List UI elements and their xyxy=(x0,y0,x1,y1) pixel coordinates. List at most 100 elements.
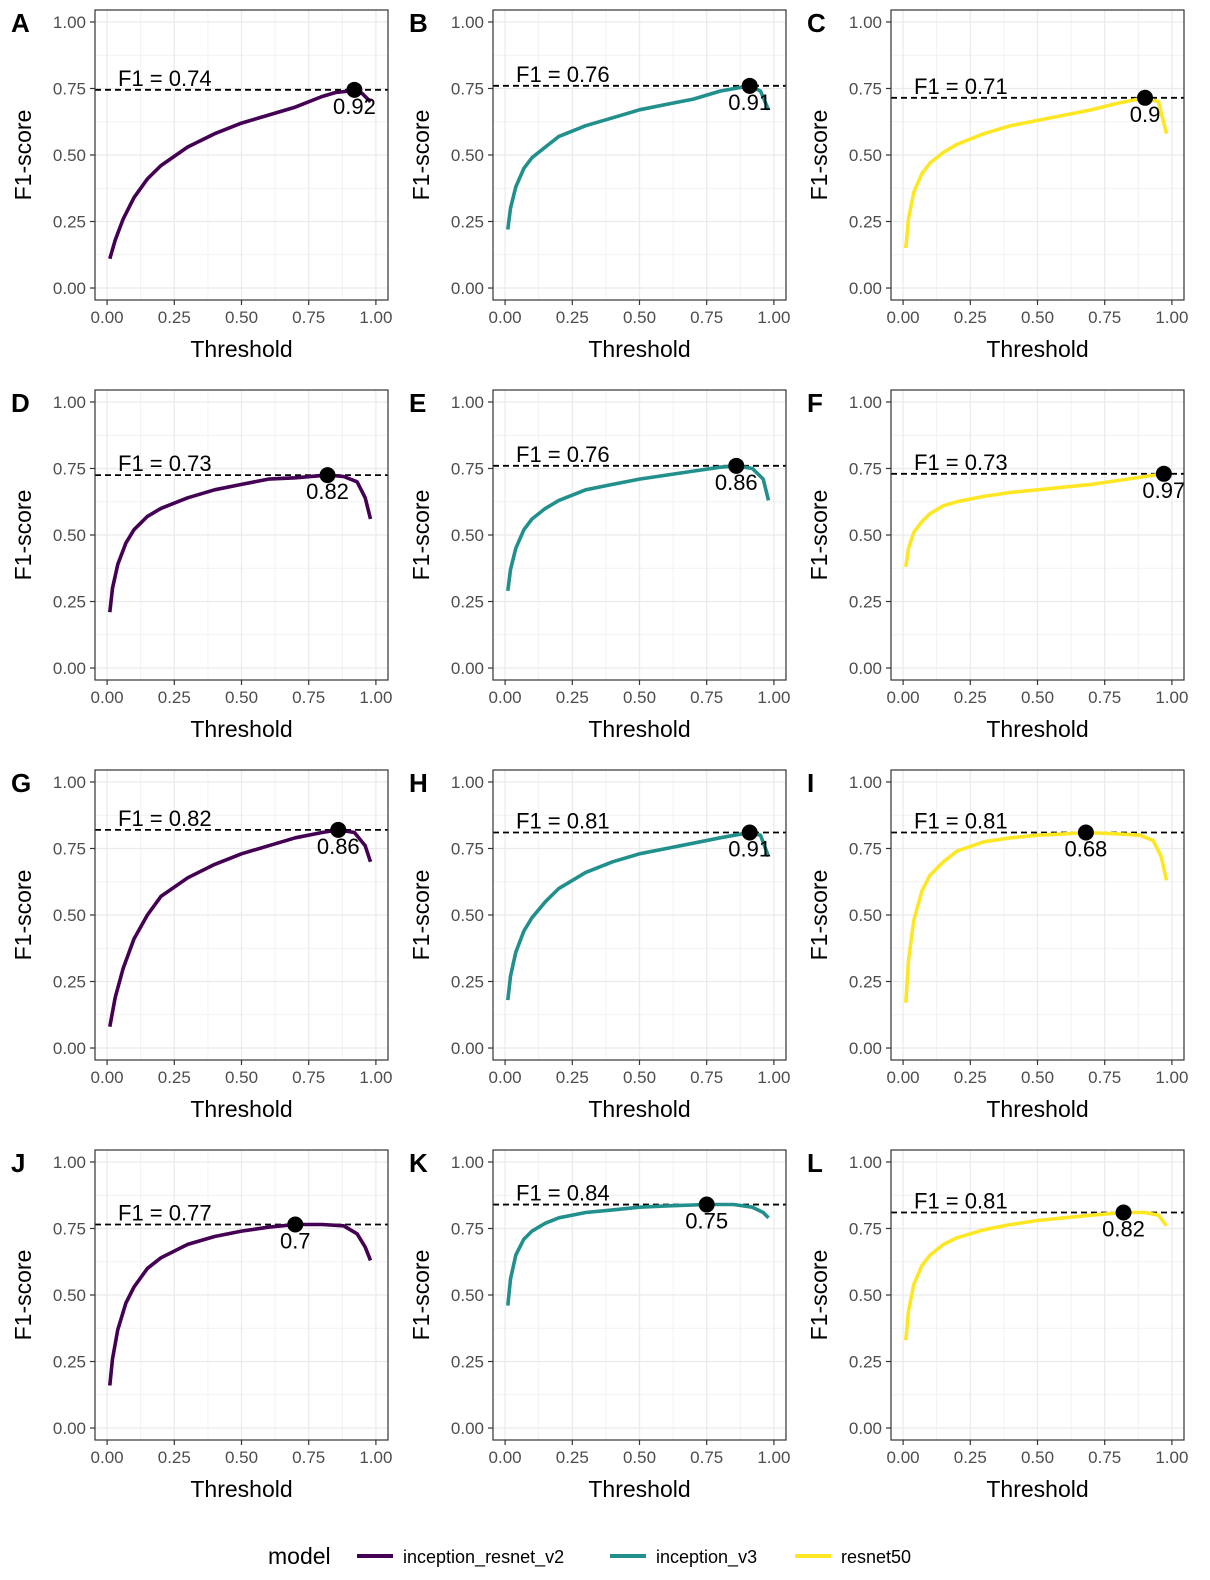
y-tick-label: 0.00 xyxy=(53,1419,86,1438)
threshold-annotation: 0.75 xyxy=(685,1209,728,1234)
x-tick-label: 0.25 xyxy=(954,1448,987,1467)
y-tick-label: 0.75 xyxy=(53,79,86,98)
x-tick-label: 1.00 xyxy=(757,308,790,327)
x-tick-label: 0.50 xyxy=(623,688,656,707)
panel-C: F1 = 0.71 0.9 0.00 0.25 0.50 0.75 1.00 0.00 0.25… xyxy=(806,8,1188,362)
x-axis-title: Threshold xyxy=(986,716,1088,742)
x-tick-label: 0.00 xyxy=(91,688,124,707)
x-tick-label: 0.75 xyxy=(690,308,723,327)
x-tick-label: 0.50 xyxy=(1021,688,1054,707)
x-tick-label: 1.00 xyxy=(1155,308,1188,327)
x-axis-title: Threshold xyxy=(986,1096,1088,1122)
x-tick-label: 1.00 xyxy=(1155,688,1188,707)
x-tick-label: 0.00 xyxy=(489,688,522,707)
best-threshold-point xyxy=(728,457,745,474)
y-tick-label: 1.00 xyxy=(451,773,484,792)
y-tick-label: 0.50 xyxy=(53,1286,86,1305)
legend-label-resnet50: resnet50 xyxy=(841,1547,911,1567)
best-threshold-point xyxy=(287,1216,304,1233)
x-axis-title: Threshold xyxy=(190,1096,292,1122)
y-tick-label: 0.50 xyxy=(849,526,882,545)
panel-B: F1 = 0.76 0.91 0.00 0.25 0.50 0.75 1.00 0.00 0.2… xyxy=(408,8,790,362)
y-tick-label: 1.00 xyxy=(849,773,882,792)
y-axis-title: F1-score xyxy=(10,490,36,581)
panel-F: F1 = 0.73 0.97 0.00 0.25 0.50 0.75 1.00 0.00 0.2… xyxy=(806,388,1188,742)
threshold-annotation: 0.9 xyxy=(1130,102,1161,127)
panel-tag-L: L xyxy=(807,1148,823,1178)
panel-H: F1 = 0.81 0.91 0.00 0.25 0.50 0.75 1.00 0.00 0.2… xyxy=(408,768,790,1122)
y-tick-label: 0.75 xyxy=(451,459,484,478)
panel-K: F1 = 0.84 0.75 0.00 0.25 0.50 0.75 1.00 0.00 0.2… xyxy=(408,1148,790,1502)
y-tick-label: 0.00 xyxy=(849,1039,882,1058)
best-threshold-point xyxy=(698,1196,715,1213)
x-tick-label: 0.50 xyxy=(225,308,258,327)
x-tick-label: 0.75 xyxy=(690,1068,723,1087)
f1-annotation: F1 = 0.73 xyxy=(118,451,212,476)
x-tick-label: 0.50 xyxy=(623,1448,656,1467)
best-threshold-point xyxy=(1115,1204,1132,1221)
f1-annotation: F1 = 0.82 xyxy=(118,806,212,831)
y-tick-label: 0.50 xyxy=(451,526,484,545)
best-threshold-point xyxy=(1077,824,1094,841)
panel-tag-H: H xyxy=(409,768,428,798)
panel-tag-J: J xyxy=(11,1148,25,1178)
y-tick-label: 0.25 xyxy=(451,213,484,232)
series-line-resnet50 xyxy=(904,830,1169,1003)
threshold-annotation: 0.91 xyxy=(728,837,771,862)
y-tick-label: 1.00 xyxy=(53,1153,86,1172)
panel-A: F1 = 0.74 0.92 0.00 0.25 0.50 0.75 1.00 0.00 0.2… xyxy=(10,8,392,362)
x-tick-label: 0.25 xyxy=(954,688,987,707)
y-tick-label: 0.75 xyxy=(849,459,882,478)
panel-tag-A: A xyxy=(11,8,30,38)
x-tick-label: 0.25 xyxy=(556,1068,589,1087)
x-tick-label: 1.00 xyxy=(359,308,392,327)
x-tick-label: 0.50 xyxy=(623,308,656,327)
panel-J: F1 = 0.77 0.7 0.00 0.25 0.50 0.75 1.00 0.00 0.25… xyxy=(10,1148,392,1502)
y-tick-label: 0.00 xyxy=(451,659,484,678)
series-line-inception_v3 xyxy=(506,830,771,1001)
y-tick-label: 0.75 xyxy=(849,839,882,858)
x-tick-label: 1.00 xyxy=(1155,1068,1188,1087)
x-tick-label: 0.25 xyxy=(158,1448,191,1467)
y-tick-label: 0.75 xyxy=(53,1219,86,1238)
y-tick-label: 0.75 xyxy=(53,839,86,858)
best-threshold-point xyxy=(741,824,758,841)
y-tick-label: 0.25 xyxy=(53,213,86,232)
x-tick-label: 0.75 xyxy=(292,688,325,707)
series-line-inception_resnet_v2 xyxy=(108,473,373,613)
panel-I: F1 = 0.81 0.68 0.00 0.25 0.50 0.75 1.00 0.00 0.2… xyxy=(806,768,1188,1122)
y-axis-title: F1-score xyxy=(806,490,832,581)
y-axis-title: F1-score xyxy=(408,110,434,201)
y-tick-label: 0.75 xyxy=(849,79,882,98)
x-tick-label: 0.50 xyxy=(225,1448,258,1467)
y-axis-title: F1-score xyxy=(806,870,832,961)
x-axis-title: Threshold xyxy=(986,336,1088,362)
y-tick-label: 1.00 xyxy=(451,393,484,412)
f1-annotation: F1 = 0.84 xyxy=(516,1181,610,1206)
f1-annotation: F1 = 0.81 xyxy=(914,1189,1008,1214)
x-tick-label: 1.00 xyxy=(757,1448,790,1467)
y-tick-label: 0.00 xyxy=(451,1419,484,1438)
x-tick-label: 0.50 xyxy=(623,1068,656,1087)
f1-annotation: F1 = 0.71 xyxy=(914,74,1008,99)
panel-tag-C: C xyxy=(807,8,826,38)
x-tick-label: 0.50 xyxy=(1021,1068,1054,1087)
y-tick-label: 1.00 xyxy=(451,13,484,32)
threshold-annotation: 0.92 xyxy=(333,94,376,119)
y-axis-title: F1-score xyxy=(408,1250,434,1341)
threshold-annotation: 0.82 xyxy=(306,479,349,504)
y-tick-label: 1.00 xyxy=(451,1153,484,1172)
panel-D: F1 = 0.73 0.82 0.00 0.25 0.50 0.75 1.00 0.00 0.2… xyxy=(10,388,392,742)
legend: model inception_resnet_v2 inception_v3 resn… xyxy=(268,1543,911,1569)
series-line-inception_v3 xyxy=(506,1202,770,1306)
x-tick-label: 0.00 xyxy=(887,688,920,707)
y-axis-title: F1-score xyxy=(10,110,36,201)
x-axis-title: Threshold xyxy=(588,336,690,362)
y-tick-label: 0.25 xyxy=(451,593,484,612)
y-tick-label: 0.00 xyxy=(849,279,882,298)
f1-annotation: F1 = 0.76 xyxy=(516,62,610,87)
x-tick-label: 0.00 xyxy=(489,1448,522,1467)
y-axis-title: F1-score xyxy=(806,110,832,201)
y-tick-label: 0.00 xyxy=(849,659,882,678)
